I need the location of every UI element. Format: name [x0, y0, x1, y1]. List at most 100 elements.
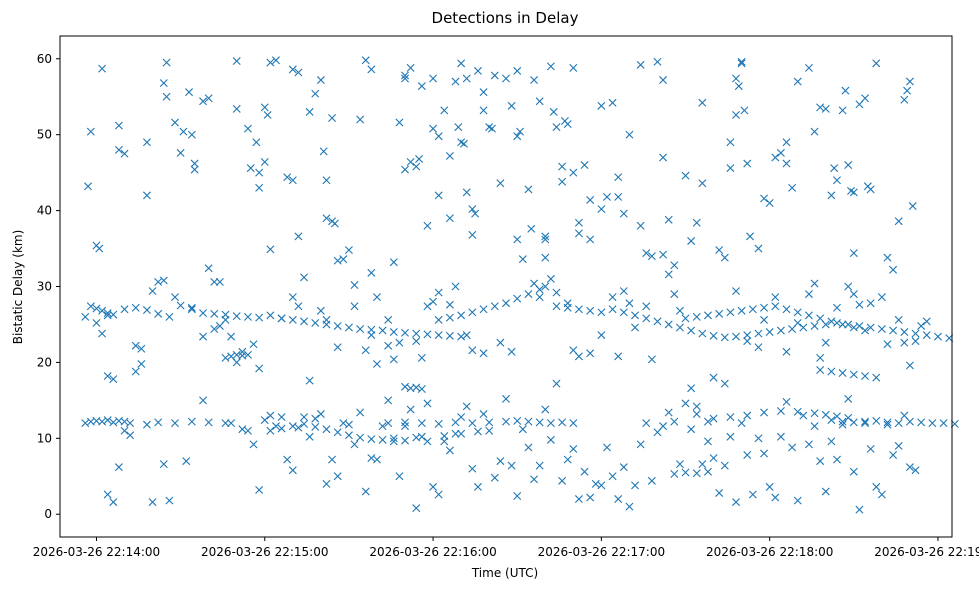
detection-marker — [908, 202, 917, 211]
detection-marker — [171, 419, 179, 428]
detection-marker — [423, 302, 432, 311]
scatter-markers — [81, 56, 959, 514]
detection-marker — [429, 297, 438, 306]
detection-marker — [636, 221, 645, 230]
detection-marker — [619, 209, 628, 218]
detection-marker — [227, 332, 236, 341]
detection-marker — [552, 123, 561, 132]
detection-marker — [451, 429, 460, 438]
detection-marker — [830, 164, 839, 173]
detection-marker — [98, 306, 107, 315]
detection-marker — [838, 106, 847, 115]
detection-marker — [849, 370, 858, 379]
detection-marker — [434, 132, 443, 141]
detection-marker — [821, 338, 830, 347]
detection-marker — [417, 419, 426, 428]
detection-marker — [844, 320, 853, 329]
detection-marker — [401, 436, 410, 445]
detection-marker — [726, 413, 735, 422]
detection-marker — [732, 287, 741, 296]
detection-marker — [502, 417, 510, 426]
x-tick-label: 2026-03-26 22:17:00 — [538, 545, 665, 559]
detection-marker — [204, 418, 213, 427]
detection-marker — [580, 467, 589, 476]
detection-marker — [788, 443, 797, 452]
detection-marker — [401, 328, 410, 337]
detection-marker — [861, 372, 870, 381]
detection-marker — [468, 308, 477, 317]
detection-marker — [900, 338, 909, 347]
detection-marker — [434, 288, 443, 297]
detection-marker — [659, 153, 668, 162]
detection-marker — [507, 101, 516, 110]
detection-marker — [487, 124, 496, 133]
detection-marker — [473, 66, 482, 75]
detection-marker — [305, 376, 314, 385]
detection-marker — [631, 311, 640, 320]
detection-marker — [165, 496, 174, 505]
detection-marker — [541, 282, 550, 291]
detection-marker — [243, 426, 252, 435]
detection-marker — [827, 367, 836, 376]
detection-marker — [502, 74, 510, 83]
detection-marker — [754, 434, 763, 443]
detection-marker — [900, 328, 909, 337]
detection-marker — [816, 103, 825, 112]
detection-marker — [423, 399, 432, 408]
detection-marker — [647, 476, 656, 485]
detection-marker — [513, 492, 522, 500]
detection-marker — [389, 258, 398, 267]
detection-marker — [642, 302, 651, 311]
detection-marker — [199, 309, 208, 318]
x-axis-ticks: 2026-03-26 22:14:00 2026-03-26 22:15:00 20… — [33, 537, 979, 559]
detection-marker — [255, 168, 264, 177]
detection-marker — [333, 428, 342, 437]
detection-marker — [681, 171, 690, 180]
detection-marker — [457, 332, 466, 341]
detection-marker — [608, 293, 617, 302]
detection-marker — [709, 331, 718, 340]
detection-marker — [171, 293, 179, 302]
detection-marker — [378, 435, 387, 444]
detection-marker — [159, 460, 168, 469]
detection-marker — [378, 326, 387, 335]
detection-marker — [558, 177, 567, 186]
detection-marker — [580, 161, 589, 170]
detection-marker — [597, 101, 606, 110]
detection-marker — [378, 422, 387, 431]
detection-marker — [849, 323, 858, 332]
detection-marker — [911, 466, 920, 475]
detection-marker — [176, 301, 185, 310]
detection-marker — [765, 199, 774, 207]
detection-marker — [457, 429, 466, 438]
x-tick-label: 2026-03-26 22:14:00 — [33, 545, 160, 559]
detection-marker — [687, 236, 696, 245]
detection-marker — [384, 315, 393, 324]
detection-marker — [894, 315, 903, 324]
detection-marker — [524, 290, 533, 299]
detection-marker — [720, 379, 729, 388]
detection-marker — [625, 130, 634, 139]
detection-marker — [838, 369, 847, 378]
detection-marker — [288, 422, 297, 431]
detection-marker — [215, 321, 224, 330]
detection-marker — [928, 419, 937, 428]
detection-marker — [558, 418, 567, 427]
detection-marker — [664, 408, 673, 417]
detection-marker — [855, 300, 864, 309]
detection-marker — [109, 498, 118, 507]
detection-marker — [698, 460, 707, 469]
detection-marker — [597, 308, 606, 317]
detection-marker — [552, 288, 561, 297]
detection-marker — [516, 127, 525, 136]
detection-marker — [709, 373, 718, 382]
detection-marker — [530, 475, 539, 484]
detection-marker — [586, 493, 595, 502]
detection-marker — [249, 340, 258, 349]
detection-marker — [903, 86, 912, 95]
detection-marker — [754, 329, 763, 338]
detection-marker — [675, 460, 684, 469]
detection-marker — [793, 77, 802, 86]
y-tick-label: 40 — [37, 204, 52, 218]
detection-marker — [434, 419, 443, 428]
